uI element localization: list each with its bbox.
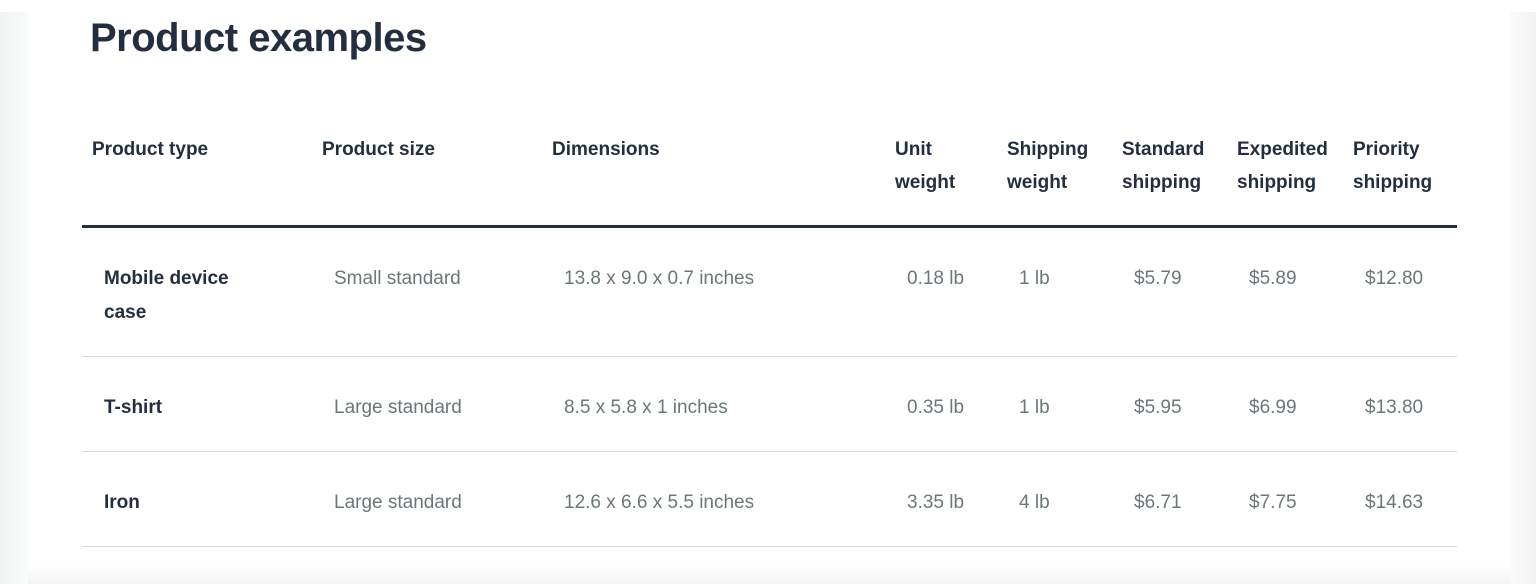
cell-dimensions: 8.5 x 5.8 x 1 inches xyxy=(542,356,885,452)
cell-priority-shipping: $14.63 xyxy=(1343,451,1457,547)
table-row: Mobile device case Small standard 13.8 x 9… xyxy=(82,226,1457,357)
cell-product-size: Small standard xyxy=(312,226,542,357)
cell-text: Large standard xyxy=(334,397,462,418)
cell-text: 0.35 lb xyxy=(907,397,965,418)
cell-standard-shipping: $5.79 xyxy=(1112,226,1227,357)
cell-expedited-shipping: $7.75 xyxy=(1227,451,1343,547)
cell-standard-shipping: $5.95 xyxy=(1112,356,1227,452)
column-header-product-type: Product type xyxy=(82,119,312,228)
column-header-expedited-shipping: Expedited shipping xyxy=(1227,119,1343,228)
table-header: Product type Product size Dimensions Unit w… xyxy=(82,119,1457,228)
column-header-shipping-weight: Shipping weight xyxy=(997,119,1112,228)
cell-text: $5.79 xyxy=(1134,268,1182,289)
cell-product-size: Large standard xyxy=(312,451,542,547)
product-examples-table: Product type Product size Dimensions Unit w… xyxy=(82,119,1457,547)
cell-standard-shipping: $6.71 xyxy=(1112,451,1227,547)
cell-shipping-weight: 1 lb xyxy=(997,226,1112,357)
cell-text: $6.99 xyxy=(1249,397,1297,418)
cell-text: $12.80 xyxy=(1365,268,1424,289)
cell-priority-shipping: $13.80 xyxy=(1343,356,1457,452)
cell-text: $6.71 xyxy=(1134,492,1182,513)
cell-text: $5.95 xyxy=(1134,397,1182,418)
cell-text: T-shirt xyxy=(104,397,163,418)
table-header-row: Product type Product size Dimensions Unit w… xyxy=(82,119,1457,228)
page: Product examples Product type Product siz… xyxy=(0,12,1536,584)
cell-shipping-weight: 4 lb xyxy=(997,451,1112,547)
cell-text: $14.63 xyxy=(1365,492,1424,513)
cell-product-type: T-shirt xyxy=(82,356,312,452)
cell-unit-weight: 3.35 lb xyxy=(885,451,997,547)
cell-priority-shipping: $12.80 xyxy=(1343,226,1457,357)
cell-text: 4 lb xyxy=(1019,492,1050,513)
cell-text: $7.75 xyxy=(1249,492,1297,513)
cell-unit-weight: 0.35 lb xyxy=(885,356,997,452)
column-header-priority-shipping: Priority shipping xyxy=(1343,119,1457,228)
page-gutter-right xyxy=(1510,12,1536,584)
cell-text: 3.35 lb xyxy=(907,492,965,513)
cell-shipping-weight: 1 lb xyxy=(997,356,1112,452)
cell-text: Iron xyxy=(104,492,140,513)
column-header-dimensions: Dimensions xyxy=(542,119,885,228)
table-row: T-shirt Large standard 8.5 x 5.8 x 1 inche… xyxy=(82,356,1457,452)
cell-product-type: Mobile device case xyxy=(82,226,312,357)
table-body: Mobile device case Small standard 13.8 x 9… xyxy=(82,226,1457,547)
cell-expedited-shipping: $6.99 xyxy=(1227,356,1343,452)
cell-text: Mobile device case xyxy=(104,268,229,323)
cell-text: 12.6 x 6.6 x 5.5 inches xyxy=(564,492,755,513)
cell-unit-weight: 0.18 lb xyxy=(885,226,997,357)
cell-expedited-shipping: $5.89 xyxy=(1227,226,1343,357)
cell-text: 8.5 x 5.8 x 1 inches xyxy=(564,397,728,418)
cell-text: Small standard xyxy=(334,268,461,289)
cell-product-type: Iron xyxy=(82,451,312,547)
cell-dimensions: 13.8 x 9.0 x 0.7 inches xyxy=(542,226,885,357)
cell-text: $13.80 xyxy=(1365,397,1424,418)
column-header-product-size: Product size xyxy=(312,119,542,228)
page-gutter-left xyxy=(0,12,28,584)
column-header-unit-weight: Unit weight xyxy=(885,119,997,228)
table-row: Iron Large standard 12.6 x 6.6 x 5.5 inche… xyxy=(82,451,1457,547)
column-header-standard-shipping: Standard shipping xyxy=(1112,119,1227,228)
cell-text: 0.18 lb xyxy=(907,268,965,289)
page-title: Product examples xyxy=(90,16,427,60)
cell-text: 1 lb xyxy=(1019,397,1050,418)
cell-text: 13.8 x 9.0 x 0.7 inches xyxy=(564,268,755,289)
cell-text: 1 lb xyxy=(1019,268,1050,289)
cell-product-size: Large standard xyxy=(312,356,542,452)
bottom-edge-fade xyxy=(28,566,1510,584)
cell-dimensions: 12.6 x 6.6 x 5.5 inches xyxy=(542,451,885,547)
cell-text: $5.89 xyxy=(1249,268,1297,289)
cell-text: Large standard xyxy=(334,492,462,513)
